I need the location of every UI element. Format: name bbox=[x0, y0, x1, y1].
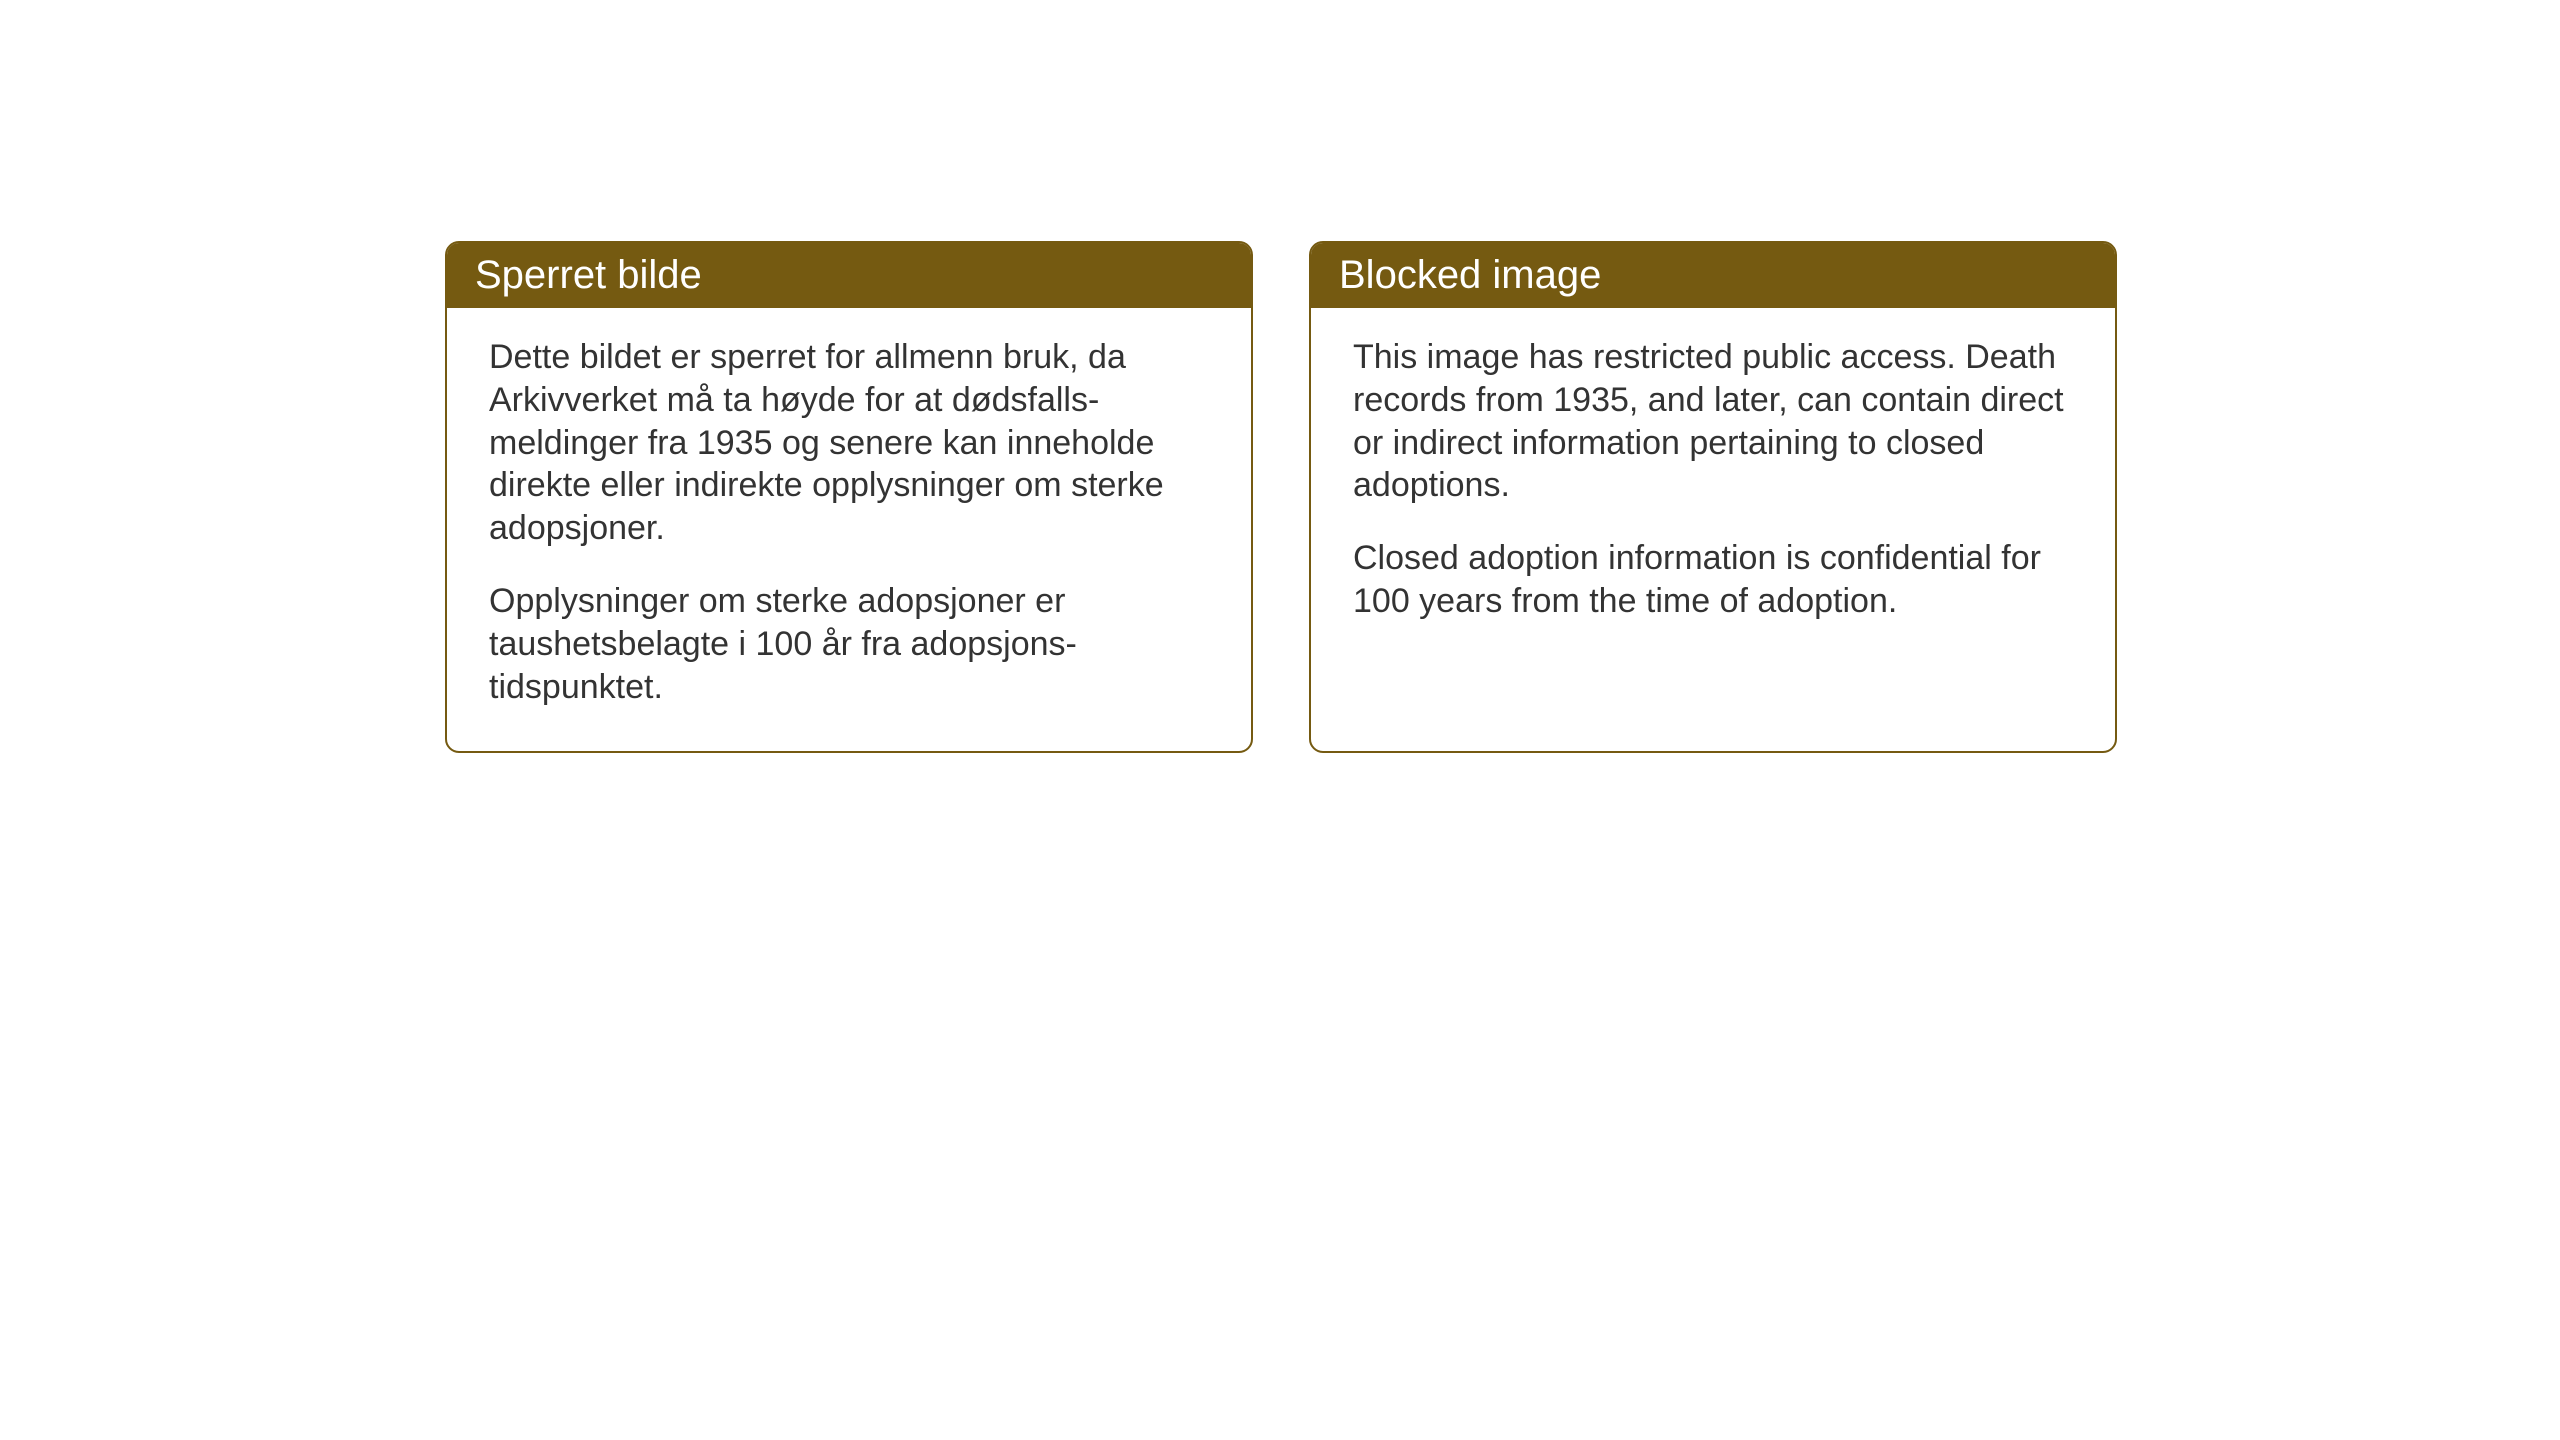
card-title-norwegian: Sperret bilde bbox=[475, 253, 702, 297]
card-header-norwegian: Sperret bilde bbox=[447, 243, 1251, 308]
notice-card-english: Blocked image This image has restricted … bbox=[1309, 241, 2117, 753]
notice-container: Sperret bilde Dette bildet er sperret fo… bbox=[445, 241, 2117, 753]
card-body-english: This image has restricted public access.… bbox=[1311, 308, 2115, 665]
card-paragraph1-english: This image has restricted public access.… bbox=[1353, 336, 2073, 507]
card-title-english: Blocked image bbox=[1339, 253, 1601, 297]
card-header-english: Blocked image bbox=[1311, 243, 2115, 308]
card-paragraph2-norwegian: Opplysninger om sterke adopsjoner er tau… bbox=[489, 580, 1209, 708]
card-paragraph1-norwegian: Dette bildet er sperret for allmenn bruk… bbox=[489, 336, 1209, 550]
card-body-norwegian: Dette bildet er sperret for allmenn bruk… bbox=[447, 308, 1251, 751]
card-paragraph2-english: Closed adoption information is confident… bbox=[1353, 537, 2073, 623]
notice-card-norwegian: Sperret bilde Dette bildet er sperret fo… bbox=[445, 241, 1253, 753]
